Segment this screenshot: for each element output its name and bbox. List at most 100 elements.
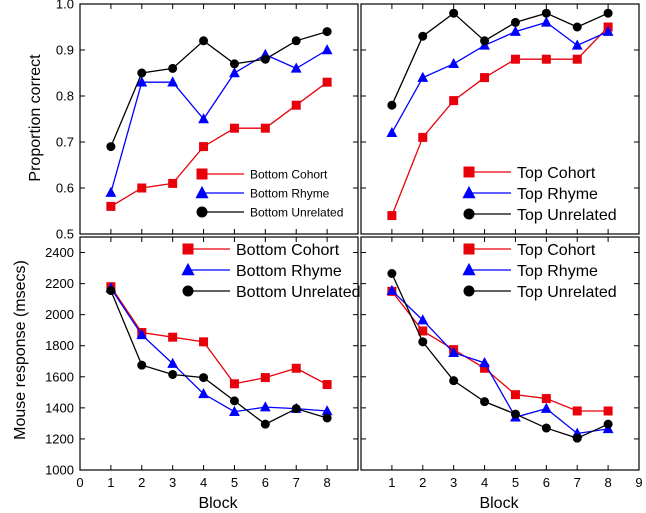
data-point xyxy=(229,396,239,406)
y-tick-label: 0.6 xyxy=(56,181,74,196)
series-line-0 xyxy=(110,81,328,207)
data-point xyxy=(449,8,459,18)
x-tick-label: 5 xyxy=(231,475,238,490)
data-point xyxy=(387,269,397,279)
data-point xyxy=(541,423,551,433)
y-tick-label: 0.5 xyxy=(56,227,74,242)
data-point xyxy=(199,337,209,347)
data-point xyxy=(480,73,490,83)
data-point xyxy=(291,36,301,46)
x-tick-label: 3 xyxy=(450,475,457,490)
data-point xyxy=(136,329,148,340)
y-axis-label-response: Mouse response (msecs) xyxy=(12,260,29,440)
data-point xyxy=(571,39,583,50)
data-point xyxy=(168,178,178,188)
data-point xyxy=(260,54,270,64)
x-axis-label-left: Block xyxy=(198,495,238,512)
series-line-0 xyxy=(110,286,328,386)
legend-label: Bottom Cohort xyxy=(250,167,328,181)
data-point xyxy=(168,332,178,342)
data-point xyxy=(260,419,270,429)
data-point xyxy=(418,132,428,142)
y-tick-label: 0.9 xyxy=(56,43,74,58)
data-point xyxy=(510,17,520,27)
x-tick-label: 5 xyxy=(512,475,519,490)
data-point xyxy=(540,16,552,27)
y-tick-label: 1400 xyxy=(45,400,74,415)
data-point xyxy=(229,67,240,78)
series-line-1 xyxy=(391,290,609,435)
y-tick-label: 1.0 xyxy=(56,0,74,12)
legend-marker xyxy=(463,208,475,220)
legend-label: Top Cohort xyxy=(517,165,596,182)
data-point xyxy=(572,22,582,32)
data-point xyxy=(106,201,116,211)
panel-top-right: Top Cohort Top Rhyme Top Unrelated xyxy=(360,3,640,235)
legend-label: Top Rhyme xyxy=(517,263,598,280)
legend-marker xyxy=(196,168,208,180)
data-point xyxy=(168,63,178,73)
y-tick-label: 2200 xyxy=(45,276,74,291)
data-point xyxy=(291,100,301,110)
legend-marker xyxy=(196,206,208,218)
legend-marker xyxy=(463,166,475,178)
x-tick-label: 1 xyxy=(107,475,114,490)
data-point xyxy=(418,326,428,336)
data-point xyxy=(479,356,490,368)
data-point xyxy=(418,337,428,347)
x-tick-label: 6 xyxy=(543,475,550,490)
x-tick-label: 2 xyxy=(138,475,145,490)
legend-label: Bottom Rhyme xyxy=(250,186,330,200)
x-tick-label: 7 xyxy=(574,475,581,490)
legend-marker xyxy=(195,185,209,199)
x-axis-label-right: Block xyxy=(479,495,519,512)
data-point xyxy=(603,419,613,429)
legend-label: Top Unrelated xyxy=(517,284,617,301)
data-point xyxy=(541,8,551,18)
data-point xyxy=(229,379,239,389)
data-point xyxy=(510,54,520,64)
series-line-1 xyxy=(391,21,609,134)
x-tick-label: 4 xyxy=(200,475,207,490)
data-point xyxy=(603,406,613,416)
series-line-2 xyxy=(110,290,328,425)
data-point xyxy=(168,369,178,379)
data-point xyxy=(417,71,429,82)
y-tick-label: 0.8 xyxy=(56,89,74,104)
data-point xyxy=(387,211,397,221)
panel-frame xyxy=(79,3,359,235)
legend-marker xyxy=(181,262,195,276)
legend-label: Top Cohort xyxy=(517,242,596,259)
data-point xyxy=(322,27,332,37)
data-point xyxy=(540,402,552,413)
data-point xyxy=(541,54,551,64)
panel-top-left: 0.5 0.6 0.7 0.8 0.9 1.0 Bottom Cohort Bottom Rh… xyxy=(56,0,359,242)
x-tick-label: 7 xyxy=(293,475,300,490)
data-point xyxy=(199,142,209,152)
data-point xyxy=(572,406,582,416)
series-line-2 xyxy=(110,30,328,147)
data-point xyxy=(198,388,209,399)
data-point xyxy=(260,123,270,133)
series-line-0 xyxy=(391,26,609,216)
legend-label: Bottom Cohort xyxy=(236,242,340,259)
data-point xyxy=(387,100,397,110)
data-point xyxy=(321,405,333,416)
x-tick-label: 8 xyxy=(323,475,330,490)
data-point xyxy=(322,380,332,390)
data-point xyxy=(448,346,460,357)
legend-marker xyxy=(182,243,194,255)
y-tick-label: 2400 xyxy=(45,245,74,260)
legend-label: Top Unrelated xyxy=(517,207,617,224)
x-tick-label: 1 xyxy=(388,475,395,490)
data-point xyxy=(572,54,582,64)
x-tick-label: 2 xyxy=(419,475,426,490)
data-point xyxy=(199,36,209,46)
data-point xyxy=(259,401,271,412)
legend-label: Top Rhyme xyxy=(517,186,598,203)
legend: Bottom Cohort Bottom Rhyme Bottom Unrelate… xyxy=(181,242,361,301)
data-point xyxy=(510,390,520,400)
x-tick-label: 4 xyxy=(481,475,488,490)
data-point xyxy=(541,394,551,404)
